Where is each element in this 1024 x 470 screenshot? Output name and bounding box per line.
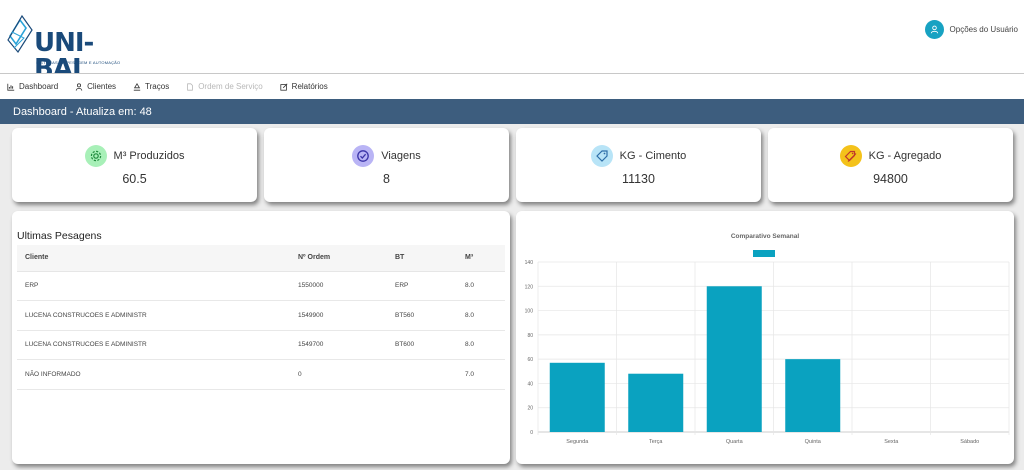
dashboard-title: Dashboard - Atualiza em: 48 — [13, 105, 152, 118]
cell-cliente: LUCENA CONSTRUCOES E ADMINISTR — [17, 330, 290, 360]
document-icon — [187, 82, 194, 91]
comparativo-semanal-card: Comparativo Semanal 0 20 40 60 80 100 120 140 Se… — [516, 211, 1014, 464]
nav-item-dashboard[interactable]: Dashboard — [7, 82, 58, 91]
x-tick-label: Quarta — [726, 439, 744, 445]
cell-bt — [387, 359, 457, 390]
chart-bar[interactable] — [628, 373, 684, 432]
nav-item-label: Relatórios — [291, 82, 328, 91]
main-nav: Dashboard Clientes Traços Ordem de Servi… — [0, 74, 1024, 99]
cell-ordem: 0 — [290, 359, 387, 390]
y-tick-label: 20 — [527, 406, 533, 412]
stat-value: 11130 — [622, 172, 655, 186]
dashboard-title-bar: Dashboard - Atualiza em: 48 — [0, 99, 1024, 124]
user-icon — [75, 82, 83, 91]
ultimas-pesagens-card: Ultimas Pesagens Cliente Nº Ordem BT M³ … — [12, 211, 510, 464]
nav-item-label: Ordem de Serviço — [198, 82, 263, 91]
logo-subtitle: SISTEMAS DE PESAGEM E AUTOMAÇÃO — [36, 60, 121, 65]
table-header-row: Cliente Nº Ordem BT M³ — [17, 245, 505, 272]
cell-ordem: 1549700 — [290, 330, 387, 360]
column-header: Cliente — [17, 245, 290, 272]
column-header: Nº Ordem — [290, 245, 387, 272]
y-tick-label: 140 — [525, 260, 534, 266]
table-row[interactable]: LUCENA CONSTRUCOES E ADMINISTR 1549900 B… — [17, 300, 505, 331]
chart-bar[interactable] — [785, 359, 841, 432]
x-tick-label: Quinta — [805, 439, 822, 445]
cell-m3: 8.0 — [457, 330, 505, 360]
cell-bt: BT600 — [387, 330, 457, 360]
y-tick-label: 100 — [525, 309, 534, 315]
y-tick-label: 60 — [527, 357, 533, 363]
logo-mark-icon — [7, 14, 33, 54]
cell-bt: BT560 — [387, 300, 457, 331]
header-divider — [0, 73, 1024, 74]
chart-title: Comparativo Semanal — [731, 233, 799, 240]
column-header: M³ — [457, 245, 505, 272]
y-tick-label: 0 — [530, 430, 533, 436]
stat-card-kg-agregado: KG - Agregado 94800 — [768, 128, 1013, 202]
ultimas-pesagens-table: Cliente Nº Ordem BT M³ ERP 1550000 ERP 8… — [17, 245, 505, 390]
tag-icon — [590, 145, 613, 167]
table-row[interactable]: ERP 1550000 ERP 8.0 — [17, 271, 505, 301]
y-tick-label: 80 — [527, 333, 533, 339]
y-tick-label: 120 — [525, 284, 534, 290]
truck-icon — [133, 82, 141, 91]
stat-label: KG - Agregado — [868, 150, 942, 162]
legend-swatch[interactable] — [753, 250, 775, 257]
user-options-button[interactable]: Opções do Usuário — [924, 18, 1018, 40]
chart-bar[interactable] — [549, 362, 605, 432]
x-tick-label: Sexta — [884, 439, 899, 445]
table-row[interactable]: NÃO INFORMADO 0 7.0 — [17, 359, 505, 390]
x-tick-label: Sábado — [960, 439, 979, 445]
nav-item-label: Traços — [145, 82, 170, 91]
cell-m3: 8.0 — [457, 300, 505, 331]
table-title: Ultimas Pesagens — [17, 230, 102, 242]
stat-value: 8 — [383, 172, 390, 186]
stat-card-m3-produzidos: M³ Produzidos 60.5 — [12, 128, 257, 202]
cell-cliente: NÃO INFORMADO — [17, 359, 290, 390]
cell-ordem: 1550000 — [290, 271, 387, 301]
cell-cliente: LUCENA CONSTRUCOES E ADMINISTR — [17, 300, 290, 331]
tags-icon — [839, 145, 862, 167]
x-tick-label: Terça — [649, 439, 663, 445]
cell-bt: ERP — [387, 271, 457, 301]
nav-item-label: Clientes — [87, 82, 117, 91]
cell-m3: 7.0 — [457, 359, 505, 390]
nav-item-ordem-de-servico[interactable]: Ordem de Serviço — [186, 82, 263, 91]
chart-icon — [7, 83, 15, 91]
user-avatar-icon — [924, 19, 944, 39]
x-tick-label: Segunda — [566, 439, 589, 445]
nav-item-clientes[interactable]: Clientes — [75, 82, 116, 91]
stat-value: 94800 — [873, 172, 908, 186]
nav-item-tracos[interactable]: Traços — [133, 82, 169, 91]
cell-ordem: 1549900 — [290, 300, 387, 331]
edit-icon — [280, 83, 288, 91]
nav-item-relatorios[interactable]: Relatórios — [280, 82, 328, 91]
y-tick-label: 40 — [527, 381, 533, 387]
stat-label: M³ Produzidos — [113, 150, 185, 162]
table-row[interactable]: LUCENA CONSTRUCOES E ADMINISTR 1549700 B… — [17, 330, 505, 360]
stat-card-viagens: Viagens 8 — [264, 128, 509, 202]
user-options-label: Opções do Usuário — [949, 24, 1018, 34]
stat-value: 60.5 — [122, 172, 147, 186]
stat-card-kg-cimento: KG - Cimento 11130 — [516, 128, 761, 202]
app-header: UNI-BAL SISTEMAS DE PESAGEM E AUTOMAÇÃO … — [0, 0, 1024, 82]
nav-item-label: Dashboard — [19, 82, 59, 91]
uni-bal-logo[interactable]: UNI-BAL SISTEMAS DE PESAGEM E AUTOMAÇÃO — [6, 10, 126, 82]
cell-m3: 8.0 — [457, 271, 505, 301]
check-circle-icon — [352, 145, 375, 167]
stat-label: Viagens — [381, 150, 421, 162]
chart-bar[interactable] — [706, 286, 762, 432]
comparativo-semanal-chart: Comparativo Semanal 0 20 40 60 80 100 120 140 Se… — [525, 233, 1010, 445]
gear-icon — [84, 145, 107, 167]
stat-label: KG - Cimento — [619, 150, 687, 162]
column-header: BT — [387, 245, 457, 272]
cell-cliente: ERP — [17, 271, 290, 301]
